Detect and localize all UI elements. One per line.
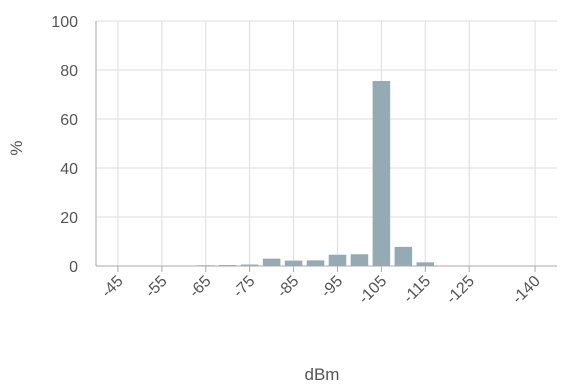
x-tick-label: -55 (142, 273, 170, 301)
y-tick-label: 0 (69, 259, 78, 276)
x-tick-label: -85 (274, 273, 302, 301)
x-tick-label: -125 (443, 273, 478, 308)
y-tick-label: 40 (60, 161, 78, 178)
bar (306, 260, 325, 266)
bar (328, 254, 347, 266)
bar (240, 264, 259, 266)
bar (262, 258, 281, 266)
x-tick-label: -65 (186, 273, 214, 301)
y-tick-label: 100 (51, 14, 78, 31)
x-tick-label: -75 (230, 273, 258, 301)
axes (95, 21, 557, 272)
bar (350, 254, 369, 266)
x-tick-label: -105 (356, 273, 391, 308)
bar (372, 81, 391, 267)
x-tick-label: -140 (509, 273, 544, 308)
x-tick-labels: -45 -55 -65 -75 -85 -95 -105 -115 -125 -140 (98, 273, 544, 308)
x-tick-label: -45 (98, 273, 126, 301)
x-axis-title: dBm (305, 365, 340, 384)
bar (394, 246, 413, 266)
y-tick-label: 60 (60, 112, 78, 129)
bars (196, 81, 457, 267)
y-axis-title: % (7, 140, 26, 155)
y-tick-label: 20 (60, 210, 78, 227)
grid-lines (96, 20, 557, 267)
x-tick-label: -95 (318, 273, 346, 301)
y-tick-label: 80 (60, 63, 78, 80)
bar (284, 260, 303, 266)
bar (416, 262, 435, 266)
y-tick-labels: 0 20 40 60 80 100 (51, 14, 78, 276)
x-tick-label: -115 (400, 273, 434, 307)
